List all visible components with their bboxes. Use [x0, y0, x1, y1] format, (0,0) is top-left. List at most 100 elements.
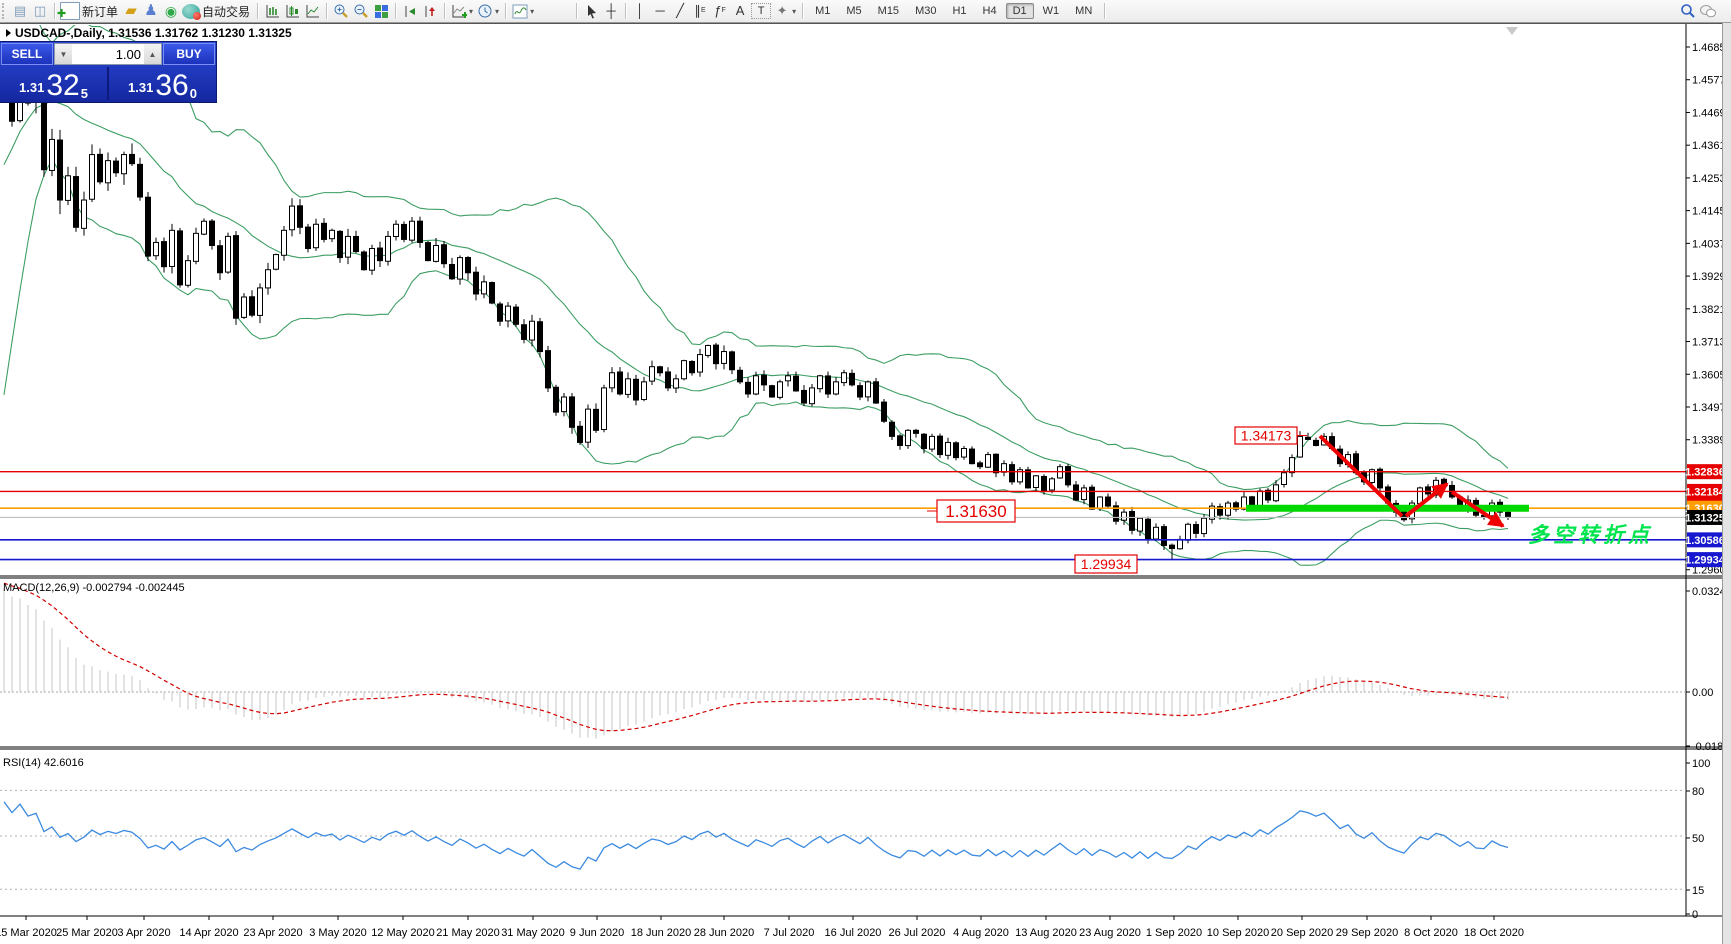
rsi-panel[interactable] [0, 789, 1686, 890]
new-order-icon[interactable]: ✚ [57, 2, 80, 20]
template-icon[interactable] [511, 2, 529, 20]
timeframe-M5[interactable]: M5 [846, 5, 862, 17]
new-chart-icon[interactable]: ▤ [13, 3, 27, 18]
shapes-tool-icon[interactable]: ✦ [776, 3, 788, 18]
volume-input[interactable] [72, 44, 144, 64]
timeframe-M30[interactable]: M30 [915, 5, 937, 17]
chart-title: USDCAD-,Daily, 1.31536 1.31762 1.31230 1… [6, 26, 292, 40]
tile-windows-icon[interactable] [372, 2, 390, 20]
date-tick: 3 Apr 2020 [117, 927, 170, 939]
toolbar-drag-handle[interactable] [2, 3, 7, 19]
price-axis[interactable]: 1.46850 1.45770 1.44690 1.43610 1.42530 1.414… [1685, 23, 1731, 916]
svg-text:1.29934: 1.29934 [1685, 555, 1726, 567]
date-tick: 18 Oct 2020 [1464, 927, 1524, 939]
price-tick: 1.40370 [1692, 238, 1731, 250]
date-tick: 8 Oct 2020 [1404, 927, 1458, 939]
timeframe-H1[interactable]: H1 [952, 5, 967, 17]
timeframe-W1[interactable]: W1 [1042, 5, 1060, 17]
zoom-out-icon[interactable] [352, 2, 370, 20]
date-tick: 7 Jul 2020 [764, 927, 815, 939]
community-icon[interactable]: ♟ [144, 2, 158, 19]
timeframe-clock-icon[interactable] [476, 2, 494, 20]
price-badge-1.29934: 1.29934 [1685, 552, 1726, 568]
trend-arrow-2[interactable] [1404, 482, 1449, 518]
trendline-tool-icon[interactable]: ╱ [676, 3, 684, 18]
auto-scroll-icon[interactable] [401, 2, 419, 20]
shapes-dropdown-icon[interactable]: ▾ [792, 6, 797, 16]
ohlc-values: 1.31536 1.31762 1.31230 1.31325 [108, 26, 292, 40]
channel-tool-icon[interactable]: ∥ E [694, 3, 706, 18]
price-label-1.29934[interactable]: 1.29934 [1074, 554, 1138, 574]
buy-price[interactable]: 1.31 36 0 [128, 69, 197, 102]
date-tick: 18 Jun 2020 [631, 927, 692, 939]
bar-chart-type-icon[interactable] [263, 2, 281, 20]
chat-icon[interactable] [1699, 2, 1717, 20]
trend-arrow-1[interactable] [1318, 434, 1404, 518]
rsi-label: RSI(14) 42.6016 [3, 757, 84, 769]
horizontal-line-tool-icon[interactable]: ─ [655, 3, 665, 18]
crosshair-tool-icon[interactable]: ┼ [606, 3, 616, 18]
timeframe-D1[interactable]: D1 [1005, 3, 1034, 19]
time-axis[interactable]: 15 Mar 2020 25 Mar 2020 3 Apr 2020 14 Apr 2… [0, 916, 1524, 939]
search-icon[interactable] [1679, 2, 1697, 20]
periods-dropdown-icon[interactable]: ▾ [495, 6, 500, 16]
indicators-icon[interactable] [450, 2, 468, 20]
main-chart-plot[interactable]: 1.34173 1.31630 1.29934 多空转折点 [0, 0, 1686, 574]
macd-panel[interactable] [0, 582, 1686, 739]
price-tick: 1.44690 [1692, 107, 1731, 119]
trend-arrow-3[interactable] [1450, 490, 1505, 528]
collapse-panel-icon[interactable] [6, 29, 11, 37]
indicators-dropdown-icon[interactable]: ▾ [469, 6, 474, 16]
date-tick: 14 Apr 2020 [179, 927, 238, 939]
svg-text:1.31630: 1.31630 [945, 502, 1006, 521]
price-label-1.34173[interactable]: 1.34173 [1234, 426, 1307, 445]
rsi-axis-tick: 100 [1692, 758, 1710, 770]
volume-increase-button[interactable]: ▲ [144, 44, 161, 64]
text-tool-icon[interactable]: A [735, 3, 745, 18]
new-order-button[interactable]: 新订单 [82, 4, 119, 19]
vertical-line-tool-icon[interactable]: │ [636, 3, 645, 18]
sell-price[interactable]: 1.31 32 5 [19, 69, 88, 102]
window-scrollbar-strip[interactable] [1722, 22, 1731, 944]
price-tick: 1.37130 [1692, 337, 1731, 349]
line-chart-type-icon[interactable] [303, 2, 321, 20]
rsi-axis-tick: 0 [1692, 909, 1698, 921]
svg-text:1.34173: 1.34173 [1241, 428, 1292, 444]
deposit-gold-icon[interactable]: ▰ [125, 2, 137, 19]
date-tick: 23 Aug 2020 [1079, 927, 1141, 939]
autotrading-icon[interactable] [182, 3, 202, 20]
date-tick: 4 Aug 2020 [953, 927, 1009, 939]
timeframe-MN[interactable]: MN [1075, 5, 1093, 17]
candlestick-chart-type-icon[interactable] [283, 2, 301, 20]
sell-button[interactable]: SELL [1, 43, 53, 65]
chart-shift-marker[interactable] [1506, 27, 1518, 35]
date-tick: 15 Mar 2020 [0, 927, 57, 939]
chart-shift-icon[interactable] [421, 2, 439, 20]
text-label-tool-icon[interactable]: T [751, 3, 772, 19]
price-label-1.31630[interactable]: 1.31630 [927, 499, 1016, 523]
volume-stepper: ▼ ▲ [54, 43, 162, 65]
buy-button[interactable]: BUY [163, 43, 215, 65]
price-tick: 1.41450 [1692, 206, 1731, 218]
timeframe-M15[interactable]: M15 [877, 5, 900, 17]
date-tick: 23 Apr 2020 [243, 927, 302, 939]
timeframe-H4[interactable]: H4 [982, 5, 997, 17]
volume-decrease-button[interactable]: ▼ [55, 44, 72, 64]
macd-axis-tick: 0.00 [1692, 687, 1713, 699]
zoom-in-icon[interactable] [332, 2, 350, 20]
autotrading-button[interactable]: 自动交易 [202, 4, 251, 19]
macd-label: MACD(12,26,9) -0.002794 -0.002445 [3, 582, 185, 594]
price-badge-1.31325: 1.31325 [1685, 509, 1725, 525]
template-dropdown-icon[interactable]: ▾ [530, 6, 535, 16]
annotation-text[interactable]: 多空转折点 [1528, 523, 1653, 547]
date-tick: 3 May 2020 [309, 927, 366, 939]
chart-profiles-icon[interactable]: ◫ [33, 3, 47, 18]
svg-text:1.32184: 1.32184 [1685, 486, 1726, 498]
price-tick: 1.34970 [1692, 402, 1731, 414]
cursor-tool-icon[interactable] [582, 2, 600, 20]
timeframe-M1[interactable]: M1 [815, 5, 831, 17]
price-badge-1.30586: 1.30586 [1685, 532, 1725, 548]
signals-icon[interactable]: ◉ [164, 3, 178, 19]
